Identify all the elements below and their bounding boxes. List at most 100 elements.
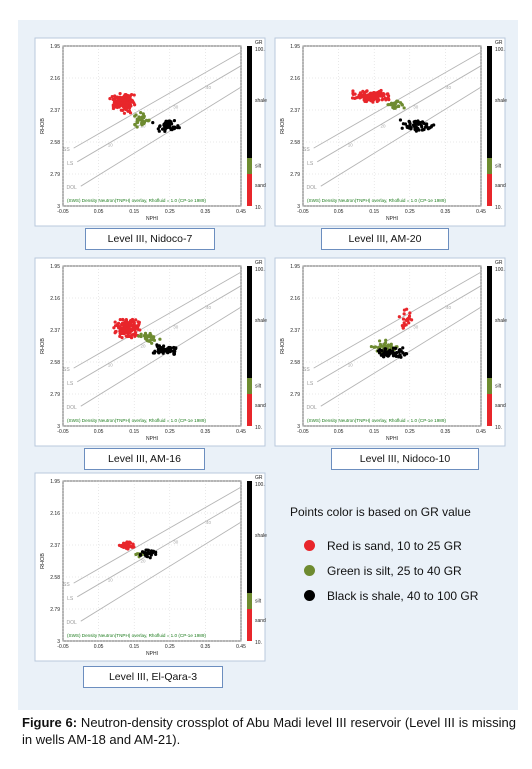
y-tick-label: 2.37 [50, 328, 60, 334]
data-point-sand [113, 105, 117, 109]
data-point-sand [121, 322, 125, 327]
data-point-silt [134, 552, 138, 557]
black-dot-icon [304, 590, 315, 601]
data-point-sand [115, 322, 120, 327]
green-dot-icon [304, 565, 315, 576]
lithology-label: LS [67, 161, 74, 167]
legend-label: Red is sand, 10 to 25 GR [327, 538, 462, 553]
panel-caption: Level III, Nidoco-10 [331, 448, 479, 470]
data-point-silt [147, 339, 151, 343]
gr-bar-shale-label: shale [495, 318, 507, 324]
porosity-label: 30 [173, 324, 179, 329]
data-point-silt [152, 338, 157, 342]
y-tick-label: 2.37 [50, 108, 60, 114]
x-tick-label: 0.05 [334, 429, 344, 435]
lithology-line [77, 500, 242, 598]
data-point-sand [136, 327, 140, 331]
crossplot-panel-am-16: SS LS 10 20 30 40 DOL (SWS) Density Neutron(TNP… [34, 257, 267, 473]
porosity-label: 20 [381, 123, 387, 128]
lithology-line [320, 86, 482, 187]
data-point-sand [108, 97, 112, 101]
y-axis-label: RHOB [280, 338, 286, 354]
data-point-sand [386, 96, 390, 100]
lithology-line [80, 521, 242, 622]
data-point-shale [176, 124, 180, 128]
data-point-shale [166, 119, 171, 123]
data-point-sand [123, 98, 127, 102]
x-tick-label: 0.35 [201, 209, 211, 215]
data-point-shale [173, 347, 178, 351]
gr-bar-title: GR [255, 260, 263, 266]
gr-bar-shale [247, 46, 252, 158]
data-point-sand [132, 93, 136, 97]
legend-label: Black is shale, 40 to 100 GR [327, 588, 479, 603]
data-point-sand [127, 97, 131, 101]
y-tick-label: 2.58 [290, 360, 300, 366]
data-point-shale [148, 556, 152, 560]
data-point-sand [131, 542, 135, 547]
gr-bar-title: GR [495, 40, 503, 46]
legend-title: Points color is based on GR value [290, 505, 471, 519]
y-tick-label: 2.58 [290, 140, 300, 146]
data-point-shale [413, 127, 417, 132]
y-axis-label: RHOB [40, 118, 46, 134]
data-point-silt [139, 110, 143, 115]
data-point-shale [409, 127, 413, 131]
gr-bar-shale [487, 46, 492, 158]
x-tick-label: -0.05 [297, 209, 309, 215]
gr-bar-top-value: 100. [255, 482, 265, 488]
gr-bar-top-value: 100. [495, 267, 505, 273]
data-point-sand [114, 329, 118, 334]
data-point-silt [400, 103, 404, 107]
data-point-silt [135, 125, 139, 129]
gr-bar-shale [487, 266, 492, 378]
data-point-shale [427, 126, 431, 130]
data-point-shale [417, 128, 421, 132]
data-point-shale [382, 355, 386, 359]
data-point-silt [395, 105, 399, 109]
data-point-sand [125, 101, 130, 105]
gr-bar-sand-label: sand [495, 403, 506, 409]
data-point-shale [401, 346, 405, 350]
data-point-silt [392, 101, 397, 106]
data-point-sand [361, 89, 365, 93]
data-point-shale [394, 346, 398, 350]
x-tick-label: 0.25 [165, 209, 175, 215]
x-tick-label: 0.45 [476, 429, 486, 435]
panel-caption: Level III, AM-16 [84, 448, 205, 470]
data-point-sand [113, 320, 117, 324]
gr-bar-shale-label: shale [255, 533, 267, 539]
porosity-label: 30 [173, 539, 179, 544]
porosity-label: 40 [206, 305, 212, 310]
data-point-silt [387, 102, 391, 107]
data-point-shale [164, 348, 168, 353]
plot-frame [62, 265, 242, 427]
x-tick-label: 0.05 [94, 644, 104, 650]
gr-bar-sand-label: sand [495, 183, 506, 189]
data-point-sand [351, 89, 355, 93]
gr-bar-top-value: 100. [255, 47, 265, 53]
data-point-silt [144, 118, 149, 122]
lithology-line [77, 285, 242, 383]
y-tick-label: 2.58 [50, 360, 60, 366]
data-point-shale [395, 350, 399, 355]
data-point-shale [405, 125, 409, 129]
data-point-sand [124, 334, 128, 338]
porosity-label: 30 [413, 324, 419, 329]
lithology-label: LS [307, 381, 314, 387]
lithology-label: LS [307, 161, 314, 167]
data-point-sand [127, 331, 131, 335]
x-tick-label: 0.05 [94, 429, 104, 435]
y-tick-label: 2.58 [50, 575, 60, 581]
data-point-silt [137, 115, 141, 119]
y-tick-label: 2.16 [50, 511, 60, 517]
data-point-silt [147, 334, 151, 339]
legend-label: Green is silt, 25 to 40 GR [327, 563, 462, 578]
data-point-sand [130, 317, 135, 322]
data-point-sand [410, 318, 414, 322]
x-tick-label: 0.45 [236, 429, 246, 435]
porosity-label: 10 [348, 143, 354, 148]
data-point-sand [132, 545, 136, 549]
data-point-shale [164, 119, 168, 123]
data-point-silt [398, 101, 403, 105]
